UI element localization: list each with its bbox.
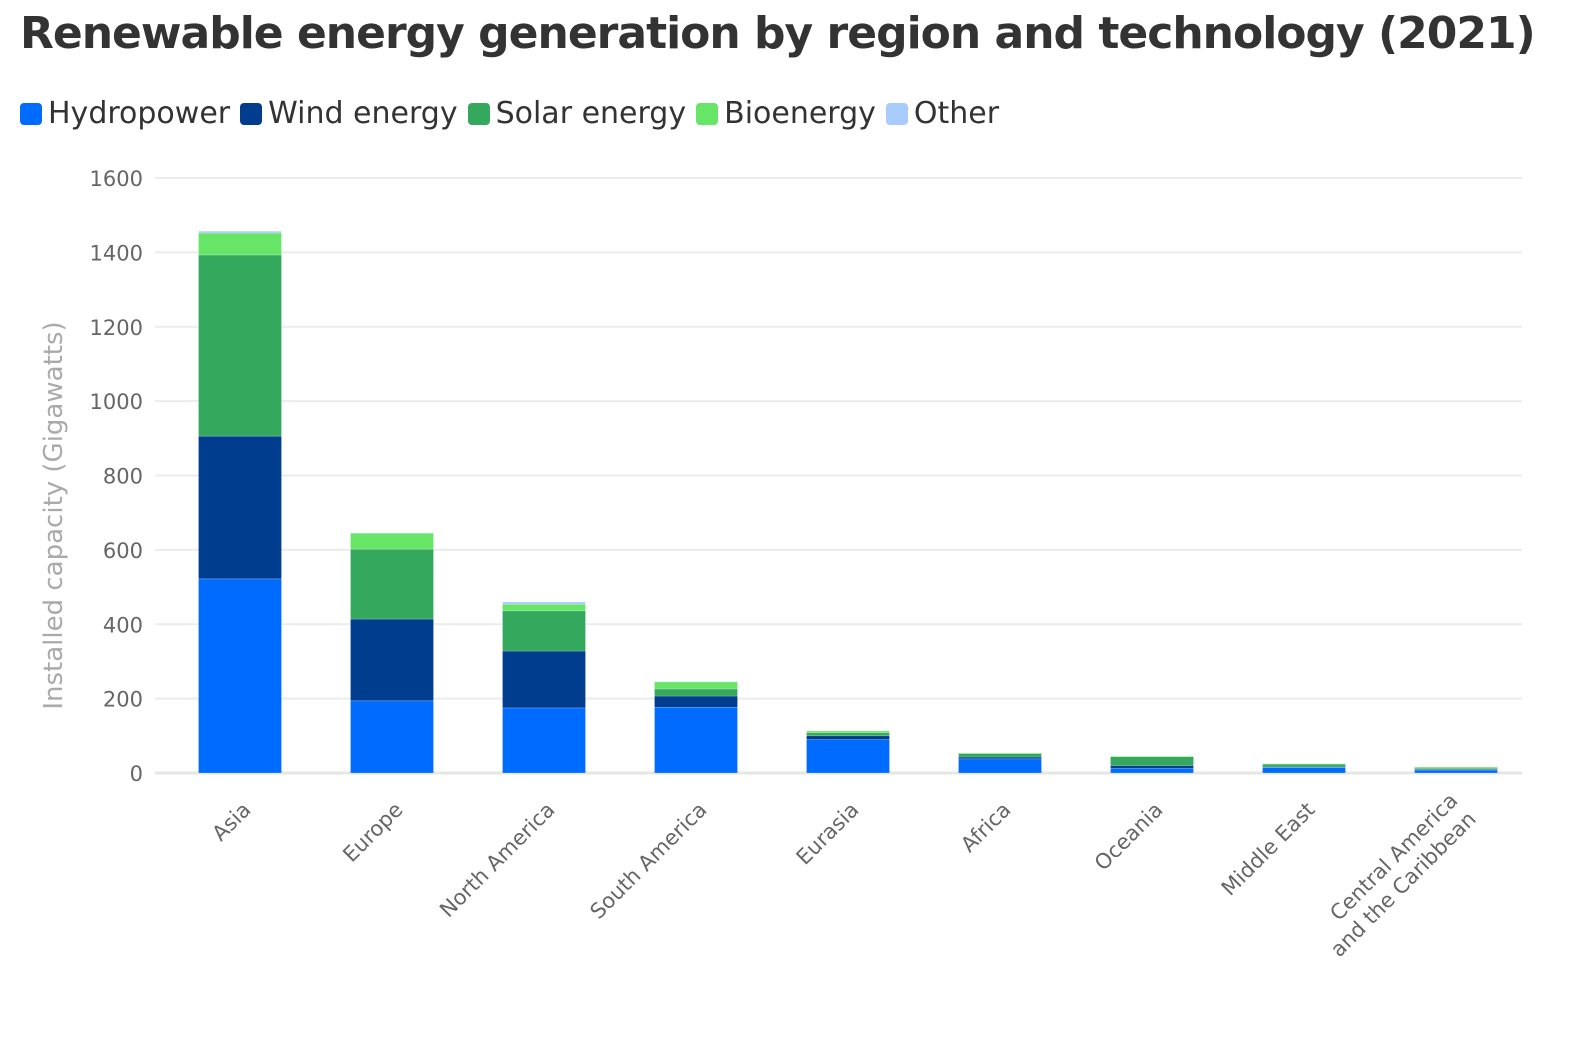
bar-segment <box>198 435 282 580</box>
x-tick-label: Eurasia <box>792 798 864 870</box>
bar-segment <box>1414 766 1498 769</box>
y-tick-label: 800 <box>103 465 143 489</box>
bar-segment <box>654 688 738 697</box>
bar-segment <box>1414 767 1498 770</box>
bar-segment <box>502 603 586 612</box>
bar-segment <box>502 610 586 652</box>
legend-swatch <box>20 102 42 125</box>
bar-segment <box>1262 763 1346 768</box>
legend-swatch <box>467 102 490 125</box>
legend-item[interactable]: Other <box>885 96 1000 131</box>
bar-segment <box>198 232 282 256</box>
bar-segment <box>1110 756 1194 766</box>
x-tick-label: Oceania <box>1090 798 1168 876</box>
legend-label: Other <box>913 96 1000 131</box>
legend-label: Solar energy <box>495 96 687 131</box>
bar-segment <box>806 730 890 734</box>
x-tick-label: Asia <box>207 798 255 846</box>
legend-swatch <box>696 102 719 125</box>
bar-segment <box>654 695 738 708</box>
legend-label: Wind energy <box>268 96 458 131</box>
y-tick-label: 200 <box>103 688 143 712</box>
x-tick-label: Europe <box>338 798 407 867</box>
bar-segment <box>198 254 282 437</box>
bar-segment <box>1262 767 1346 774</box>
y-tick-label: 1200 <box>90 316 143 340</box>
bar-segment <box>806 739 890 774</box>
x-tick-label: South America <box>585 798 711 924</box>
bar-segment <box>502 601 586 605</box>
y-axis-label: Installed capacity (Gigawatts) <box>39 321 69 709</box>
legend-item[interactable]: Wind energy <box>240 96 458 131</box>
bar-segment <box>350 700 434 774</box>
chart-title: Renewable energy generation by region an… <box>20 8 1536 59</box>
x-tick-label: Central Americaand the Caribbean <box>1307 788 1480 961</box>
bar-segment <box>958 752 1042 754</box>
bar-segment <box>502 707 586 774</box>
x-tick-label: North America <box>435 798 559 922</box>
y-tick-label: 400 <box>103 613 143 637</box>
legend-label: Hydropower <box>48 96 231 131</box>
x-tick-label: Middle East <box>1217 798 1320 901</box>
legend: Hydropower Wind energy Solar energy Bioener… <box>20 96 999 131</box>
legend-swatch <box>240 102 263 125</box>
bar-segment <box>350 532 434 550</box>
y-tick-label: 1400 <box>90 241 143 265</box>
bar-segment <box>958 756 1042 760</box>
y-tick-label: 600 <box>103 539 143 563</box>
bar-segment <box>1414 769 1498 774</box>
x-tick-label: Africa <box>956 798 1015 857</box>
bar-segment <box>958 753 1042 758</box>
y-tick-label: 1000 <box>90 390 143 414</box>
legend-item[interactable]: Bioenergy <box>696 96 876 131</box>
bar-segment <box>806 732 890 737</box>
bar-segment <box>1110 767 1194 774</box>
bar-segment <box>198 230 282 234</box>
bar-segment <box>654 706 738 774</box>
bar-segment <box>654 681 738 690</box>
legend-item[interactable]: Hydropower <box>20 96 230 131</box>
y-tick-label: 0 <box>130 762 143 786</box>
bar-segment <box>502 650 586 709</box>
y-tick-label: 1600 <box>90 167 143 191</box>
legend-label: Bioenergy <box>724 96 876 131</box>
bar-segment <box>198 578 282 774</box>
bar-segment <box>806 735 890 740</box>
bar-segment <box>350 548 434 620</box>
bar-segment <box>1110 765 1194 769</box>
bar-segment <box>350 618 434 702</box>
legend-item[interactable]: Solar energy <box>467 96 687 131</box>
legend-swatch <box>885 102 908 125</box>
bar-segment <box>958 758 1042 774</box>
